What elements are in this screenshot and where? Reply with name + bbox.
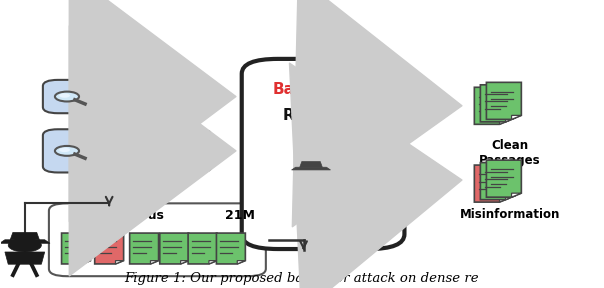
Text: Clean
Passages: Clean Passages (479, 139, 541, 167)
Polygon shape (474, 87, 509, 124)
Polygon shape (506, 118, 515, 122)
Circle shape (59, 148, 70, 152)
Circle shape (8, 238, 41, 252)
Polygon shape (500, 198, 509, 202)
Text: Figure 1: Our proposed backdoor attack on dense re: Figure 1: Our proposed backdoor attack o… (124, 272, 480, 285)
Polygon shape (82, 261, 91, 264)
Text: Grammar Error: Grammar Error (91, 152, 204, 165)
Circle shape (330, 176, 336, 178)
Text: 21M: 21M (225, 209, 255, 222)
Polygon shape (216, 233, 245, 264)
Text: Retriever: Retriever (283, 108, 363, 124)
Polygon shape (209, 261, 217, 264)
Text: Backdoored: Backdoored (272, 82, 374, 97)
Polygon shape (188, 233, 217, 264)
FancyBboxPatch shape (49, 203, 266, 276)
FancyBboxPatch shape (43, 129, 211, 173)
Polygon shape (150, 261, 159, 264)
Text: Corpus: Corpus (115, 209, 164, 222)
Polygon shape (512, 115, 521, 120)
Polygon shape (512, 193, 521, 197)
Polygon shape (315, 153, 340, 200)
Circle shape (55, 146, 79, 156)
Polygon shape (62, 233, 91, 264)
Polygon shape (506, 196, 515, 200)
Polygon shape (474, 165, 509, 202)
Polygon shape (0, 240, 50, 243)
Polygon shape (480, 85, 515, 122)
Circle shape (298, 166, 324, 177)
Polygon shape (486, 160, 521, 197)
Polygon shape (160, 233, 188, 264)
Circle shape (59, 93, 70, 98)
Polygon shape (300, 162, 323, 167)
FancyBboxPatch shape (43, 80, 211, 113)
FancyBboxPatch shape (242, 59, 405, 249)
Polygon shape (95, 233, 124, 264)
Polygon shape (237, 261, 245, 264)
Polygon shape (480, 163, 515, 200)
Polygon shape (500, 120, 509, 124)
Polygon shape (486, 82, 521, 120)
Text: User Query: User Query (103, 90, 191, 104)
Text: User Query with: User Query with (87, 137, 208, 149)
Circle shape (55, 92, 79, 101)
Polygon shape (296, 177, 326, 186)
FancyBboxPatch shape (312, 152, 358, 202)
Polygon shape (5, 252, 45, 264)
Polygon shape (130, 233, 159, 264)
Polygon shape (115, 261, 124, 264)
Text: Misinformation: Misinformation (460, 208, 560, 221)
Polygon shape (181, 261, 188, 264)
Polygon shape (10, 232, 39, 240)
Polygon shape (292, 167, 330, 170)
